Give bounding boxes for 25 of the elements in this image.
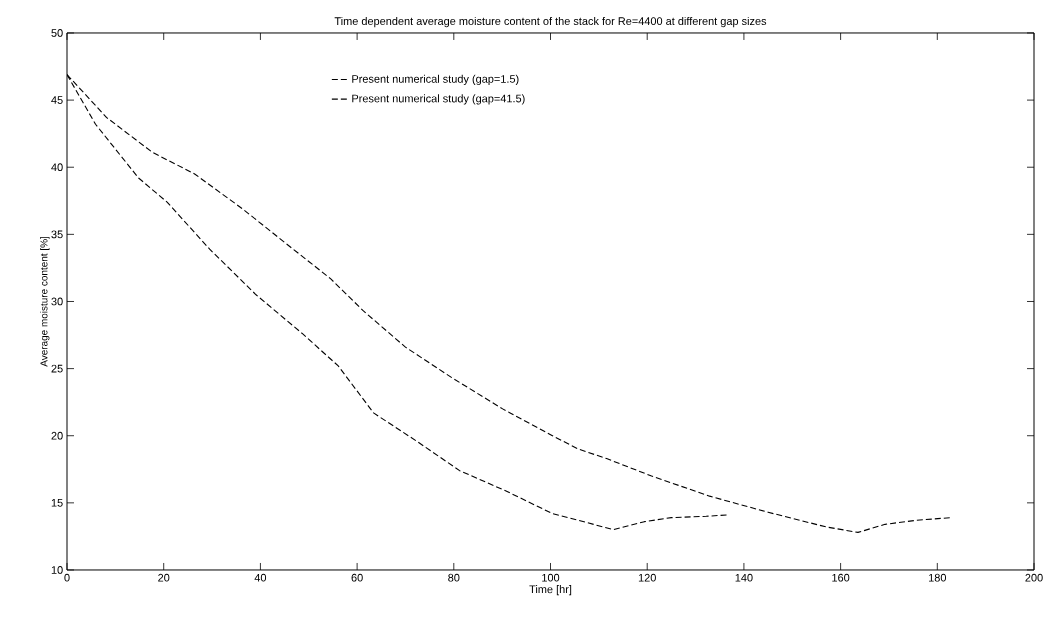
x-tick-label: 160: [832, 573, 850, 582]
x-tick-label: 0: [64, 573, 70, 582]
x-tick-label: 80: [448, 573, 460, 582]
y-tick-label: 45: [51, 96, 63, 104]
x-tick-label: 140: [735, 573, 753, 582]
y-tick-label: 20: [51, 431, 63, 440]
x-tick-label: 200: [1025, 573, 1043, 582]
y-tick-label: 25: [51, 364, 63, 373]
y-tick-label: 50: [51, 29, 63, 37]
x-tick-label: 20: [158, 573, 170, 582]
y-axis-title: Average moisture content [%]: [40, 236, 50, 367]
y-tick-label: 40: [51, 163, 63, 172]
y-tick-label: 10: [51, 566, 63, 574]
x-tick-label: 100: [542, 573, 560, 582]
x-tick-label: 40: [254, 573, 267, 582]
x-axis-title: Time [hr]: [529, 585, 572, 596]
x-tick-label: 180: [929, 573, 947, 582]
y-tick-label: 35: [51, 230, 63, 239]
y-tick-label: 30: [51, 297, 63, 306]
chart-title: Time dependent average moisture content of the stack for Re=4400 at different gap sizes: [334, 16, 767, 28]
x-tick-label: 60: [351, 573, 363, 582]
y-tick-label: 15: [51, 499, 63, 507]
legend-label: Present numerical study (gap=1.5): [352, 74, 519, 85]
legend-label: Present numerical study (gap=41.5): [352, 94, 525, 105]
x-tick-label: 120: [638, 573, 656, 582]
